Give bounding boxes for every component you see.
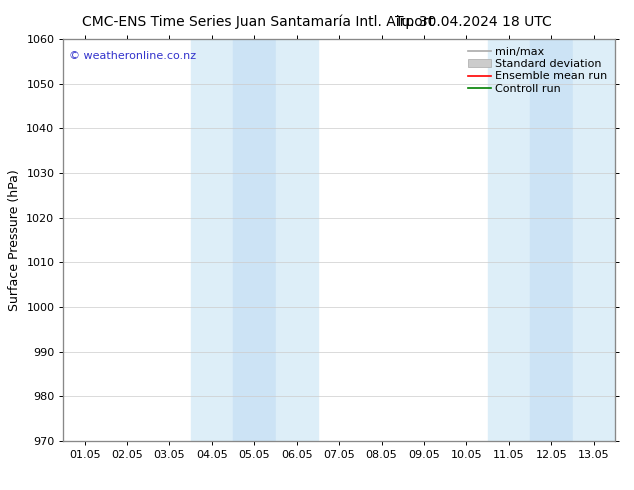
Bar [530, 39, 573, 441]
Legend: min/max, Standard deviation, Ensemble mean run, Controll run: min/max, Standard deviation, Ensemble me… [466, 45, 609, 96]
Bar [191, 39, 233, 441]
Bar [276, 39, 318, 441]
Y-axis label: Surface Pressure (hPa): Surface Pressure (hPa) [8, 169, 21, 311]
Bar [488, 39, 530, 441]
Text: Tu. 30.04.2024 18 UTC: Tu. 30.04.2024 18 UTC [395, 15, 552, 29]
Bar [233, 39, 276, 441]
Text: CMC-ENS Time Series Juan Santamaría Intl. Airport: CMC-ENS Time Series Juan Santamaría Intl… [82, 15, 434, 29]
Bar [573, 39, 615, 441]
Text: © weatheronline.co.nz: © weatheronline.co.nz [69, 51, 196, 61]
